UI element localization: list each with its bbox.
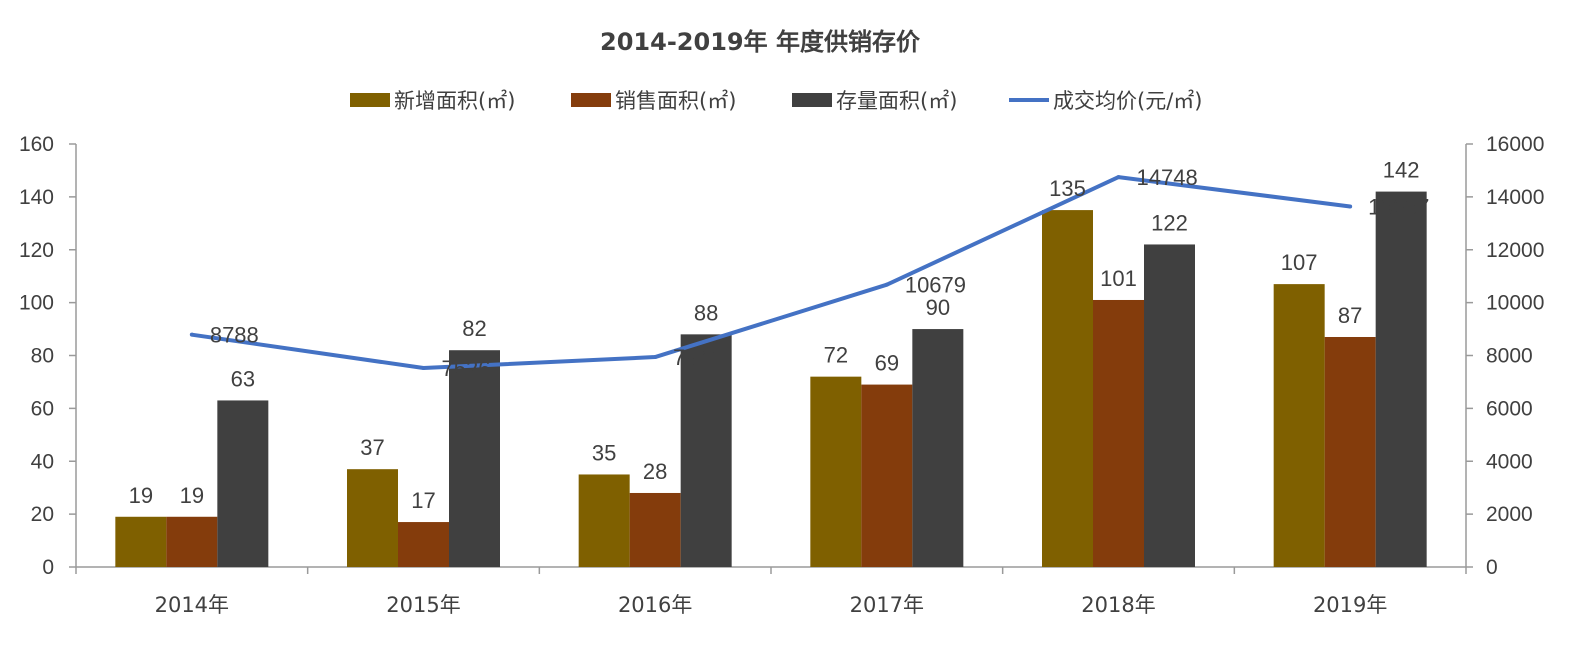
bar xyxy=(1093,299,1144,567)
legend-swatch xyxy=(350,93,390,107)
bar xyxy=(1324,336,1376,567)
bar-data-label: 19 xyxy=(129,483,153,508)
y-right-tick-label: 10000 xyxy=(1486,292,1544,315)
x-tick-label: 2018年 xyxy=(1081,593,1155,617)
x-tick-label: 2017年 xyxy=(850,593,924,617)
bar-data-label: 88 xyxy=(694,300,718,325)
bar-data-label: 135 xyxy=(1049,176,1086,201)
bar xyxy=(1273,284,1325,567)
bar xyxy=(912,329,964,567)
line-data-label: 7941 xyxy=(673,345,722,370)
y-left-tick-label: 0 xyxy=(42,556,54,579)
bar-data-label: 17 xyxy=(411,488,435,513)
legend-label: 成交均价(元/㎡) xyxy=(1053,89,1202,113)
bar-data-label: 19 xyxy=(180,483,204,508)
line-data-label: 7526 xyxy=(442,356,491,381)
bars xyxy=(115,191,1427,567)
bar-data-label: 37 xyxy=(360,435,384,460)
bar-data-label: 82 xyxy=(462,316,486,341)
y-left-tick-label: 160 xyxy=(19,133,54,156)
x-tick-label: 2016年 xyxy=(618,593,692,617)
bar xyxy=(347,469,398,567)
line-data-label: 10679 xyxy=(905,273,966,298)
legend-swatch xyxy=(571,93,611,107)
bar xyxy=(398,522,449,567)
bar xyxy=(1042,210,1093,567)
bar-data-label: 87 xyxy=(1338,303,1362,328)
axes: 0 20 40 60 80 100 120 140 160 0 2000 4000 6000 8000 10… xyxy=(19,133,1544,617)
bar-data-label: 122 xyxy=(1151,210,1188,235)
bar xyxy=(166,516,218,567)
bar xyxy=(810,376,862,567)
y-left-tick-label: 100 xyxy=(19,292,54,315)
x-tick-label: 2015年 xyxy=(386,593,460,617)
price-line-path xyxy=(191,175,1351,371)
y-left-tick-label: 80 xyxy=(31,345,54,368)
line-point xyxy=(653,355,658,360)
price-line xyxy=(189,175,1353,371)
bar xyxy=(1375,191,1427,567)
x-tick-label: 2019年 xyxy=(1313,593,1387,617)
y-left-tick-label: 120 xyxy=(19,239,54,262)
y-right-tick-label: 14000 xyxy=(1486,186,1544,209)
y-left-tick-label: 140 xyxy=(19,186,54,209)
y-left-tick-label: 40 xyxy=(31,450,54,473)
line-point xyxy=(189,332,194,337)
legend-label: 存量面积(㎡) xyxy=(836,89,957,113)
data-labels: 19 37 35 72 135 107 19 17 28 69 101 87 63 82 88 90 122 14… xyxy=(129,158,1430,513)
y-left-tick-label: 20 xyxy=(31,503,54,526)
bar xyxy=(449,350,500,567)
y-left-tick-label: 60 xyxy=(31,397,54,420)
line-data-label: 14748 xyxy=(1137,165,1198,190)
legend-label: 销售面积(㎡) xyxy=(615,89,736,113)
legend: 新增面积(㎡) 销售面积(㎡) 存量面积(㎡) 成交均价(元/㎡) xyxy=(350,89,1202,113)
bar xyxy=(217,400,269,567)
legend-label: 新增面积(㎡) xyxy=(394,89,515,113)
bar-data-label: 28 xyxy=(643,459,667,484)
bar-data-label: 90 xyxy=(926,295,950,320)
y-right-tick-label: 6000 xyxy=(1486,397,1533,420)
bar xyxy=(629,492,681,567)
line-point xyxy=(421,366,426,371)
line-point xyxy=(1116,175,1121,180)
bar-data-label: 101 xyxy=(1100,266,1137,291)
bar xyxy=(578,474,630,567)
y-right-tick-label: 8000 xyxy=(1486,345,1533,368)
bar xyxy=(861,384,913,567)
bar-data-label: 69 xyxy=(875,351,899,376)
y-right-tick-label: 12000 xyxy=(1486,239,1544,262)
y-right-tick-label: 0 xyxy=(1486,556,1498,579)
bar-data-label: 35 xyxy=(592,440,616,465)
x-tick-label: 2014年 xyxy=(155,593,229,617)
bar-data-label: 142 xyxy=(1383,158,1420,183)
chart-title: 2014-2019年 年度供销存价 xyxy=(600,28,921,56)
bar-data-label: 107 xyxy=(1281,250,1318,275)
bar xyxy=(1144,244,1195,567)
y-right-tick-label: 4000 xyxy=(1486,450,1533,473)
line-point xyxy=(1348,204,1353,209)
line-point xyxy=(884,282,889,287)
y-right-tick-label: 2000 xyxy=(1486,503,1533,526)
legend-swatch xyxy=(792,93,832,107)
bar-data-label: 63 xyxy=(231,366,255,391)
bar-data-label: 72 xyxy=(824,343,848,368)
line-data-label: 13637 xyxy=(1368,194,1429,219)
line-data-label: 8788 xyxy=(210,323,259,348)
y-right-tick-label: 16000 xyxy=(1486,133,1544,156)
bar xyxy=(115,516,167,567)
bar xyxy=(680,334,732,567)
